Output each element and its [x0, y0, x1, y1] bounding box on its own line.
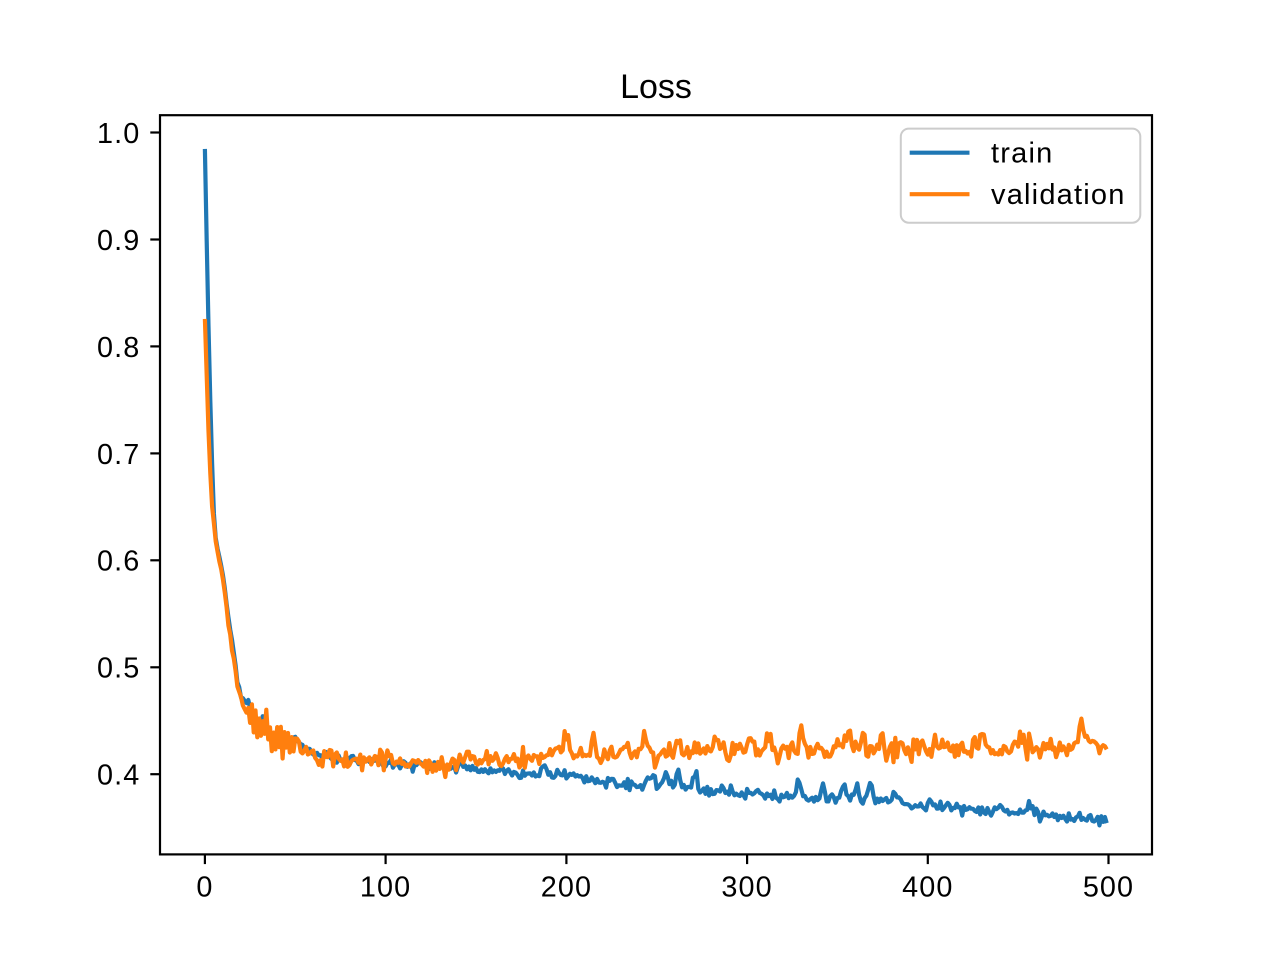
svg-text:400: 400 — [902, 872, 953, 904]
svg-text:0.9: 0.9 — [97, 225, 140, 257]
svg-text:0: 0 — [196, 872, 213, 904]
svg-text:1.0: 1.0 — [97, 118, 140, 150]
svg-text:0.7: 0.7 — [97, 439, 140, 471]
svg-text:500: 500 — [1083, 872, 1134, 904]
svg-text:100: 100 — [360, 872, 411, 904]
svg-text:300: 300 — [721, 872, 772, 904]
svg-text:0.8: 0.8 — [97, 332, 140, 364]
svg-text:200: 200 — [541, 872, 592, 904]
svg-text:0.4: 0.4 — [97, 760, 140, 792]
svg-text:train: train — [991, 137, 1053, 169]
svg-text:0.5: 0.5 — [97, 653, 140, 685]
svg-text:0.6: 0.6 — [97, 546, 140, 578]
svg-text:validation: validation — [991, 179, 1126, 211]
svg-text:Loss: Loss — [620, 68, 692, 106]
